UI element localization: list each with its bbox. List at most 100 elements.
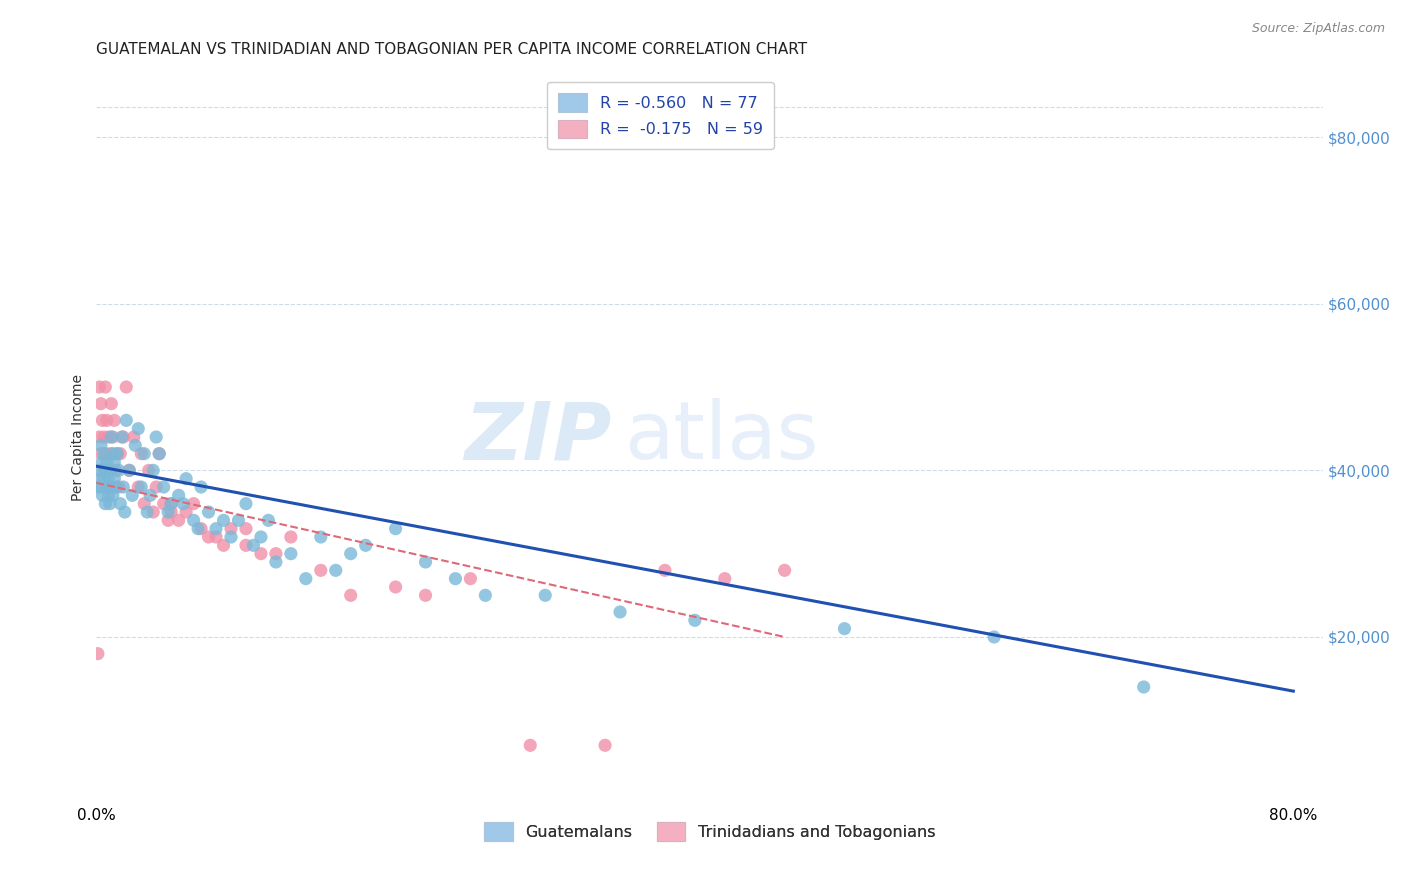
Point xyxy=(98,480,121,494)
Point xyxy=(107,480,129,494)
Point xyxy=(118,463,141,477)
Point xyxy=(122,430,145,444)
Point xyxy=(384,522,406,536)
Point xyxy=(152,480,174,494)
Point xyxy=(110,497,132,511)
Point xyxy=(519,739,541,753)
Point xyxy=(103,455,125,469)
Point xyxy=(280,547,302,561)
Point xyxy=(96,480,118,494)
Point xyxy=(90,397,112,411)
Point xyxy=(98,463,121,477)
Point xyxy=(90,480,112,494)
Point xyxy=(174,505,197,519)
Point xyxy=(474,588,496,602)
Point xyxy=(157,513,180,527)
Point xyxy=(91,413,114,427)
Point xyxy=(97,472,120,486)
Point xyxy=(235,538,257,552)
Point xyxy=(105,447,128,461)
Point xyxy=(121,488,143,502)
Point xyxy=(264,555,287,569)
Point xyxy=(160,505,183,519)
Point xyxy=(167,513,190,527)
Point xyxy=(242,538,264,552)
Point xyxy=(100,430,122,444)
Point xyxy=(100,447,122,461)
Point xyxy=(183,513,205,527)
Point xyxy=(183,497,205,511)
Point xyxy=(219,530,242,544)
Point xyxy=(104,463,127,477)
Point xyxy=(593,739,616,753)
Point xyxy=(250,547,273,561)
Point xyxy=(107,463,129,477)
Point xyxy=(145,430,167,444)
Point xyxy=(309,563,332,577)
Point xyxy=(90,447,112,461)
Point xyxy=(172,497,194,511)
Point xyxy=(101,430,124,444)
Point xyxy=(152,497,174,511)
Point xyxy=(129,447,152,461)
Point xyxy=(339,547,361,561)
Point xyxy=(118,463,141,477)
Point xyxy=(250,530,273,544)
Point xyxy=(187,522,209,536)
Point xyxy=(773,563,796,577)
Point xyxy=(235,522,257,536)
Text: Source: ZipAtlas.com: Source: ZipAtlas.com xyxy=(1251,22,1385,36)
Point xyxy=(212,513,235,527)
Point xyxy=(609,605,631,619)
Point xyxy=(148,447,170,461)
Point xyxy=(190,480,212,494)
Point xyxy=(94,380,117,394)
Point xyxy=(415,555,437,569)
Text: GUATEMALAN VS TRINIDADIAN AND TOBAGONIAN PER CAPITA INCOME CORRELATION CHART: GUATEMALAN VS TRINIDADIAN AND TOBAGONIAN… xyxy=(97,42,807,57)
Point xyxy=(167,488,190,502)
Point xyxy=(100,397,122,411)
Point xyxy=(127,422,149,436)
Point xyxy=(834,622,856,636)
Point xyxy=(97,488,120,502)
Point xyxy=(280,530,302,544)
Legend: Guatemalans, Trinidadians and Tobagonians: Guatemalans, Trinidadians and Tobagonian… xyxy=(478,815,942,847)
Point xyxy=(96,413,118,427)
Point xyxy=(103,413,125,427)
Point xyxy=(197,505,219,519)
Point xyxy=(129,480,152,494)
Point xyxy=(145,480,167,494)
Point xyxy=(112,430,135,444)
Point xyxy=(415,588,437,602)
Point xyxy=(534,588,557,602)
Point xyxy=(93,472,115,486)
Point xyxy=(325,563,347,577)
Point xyxy=(101,488,124,502)
Point xyxy=(105,447,128,461)
Point xyxy=(683,613,706,627)
Point xyxy=(89,472,111,486)
Text: ZIP: ZIP xyxy=(464,398,612,476)
Point xyxy=(124,438,146,452)
Point xyxy=(96,447,118,461)
Point xyxy=(190,522,212,536)
Point xyxy=(110,447,132,461)
Point xyxy=(444,572,467,586)
Point xyxy=(93,447,115,461)
Point xyxy=(89,463,111,477)
Point xyxy=(212,538,235,552)
Point xyxy=(309,530,332,544)
Point xyxy=(138,463,160,477)
Point xyxy=(205,530,228,544)
Point xyxy=(134,497,156,511)
Point xyxy=(136,505,159,519)
Point xyxy=(97,430,120,444)
Y-axis label: Per Capita Income: Per Capita Income xyxy=(72,374,86,500)
Point xyxy=(228,513,250,527)
Point xyxy=(142,505,165,519)
Point xyxy=(983,630,1005,644)
Point xyxy=(157,505,180,519)
Point xyxy=(93,430,115,444)
Point xyxy=(160,497,183,511)
Point xyxy=(114,505,136,519)
